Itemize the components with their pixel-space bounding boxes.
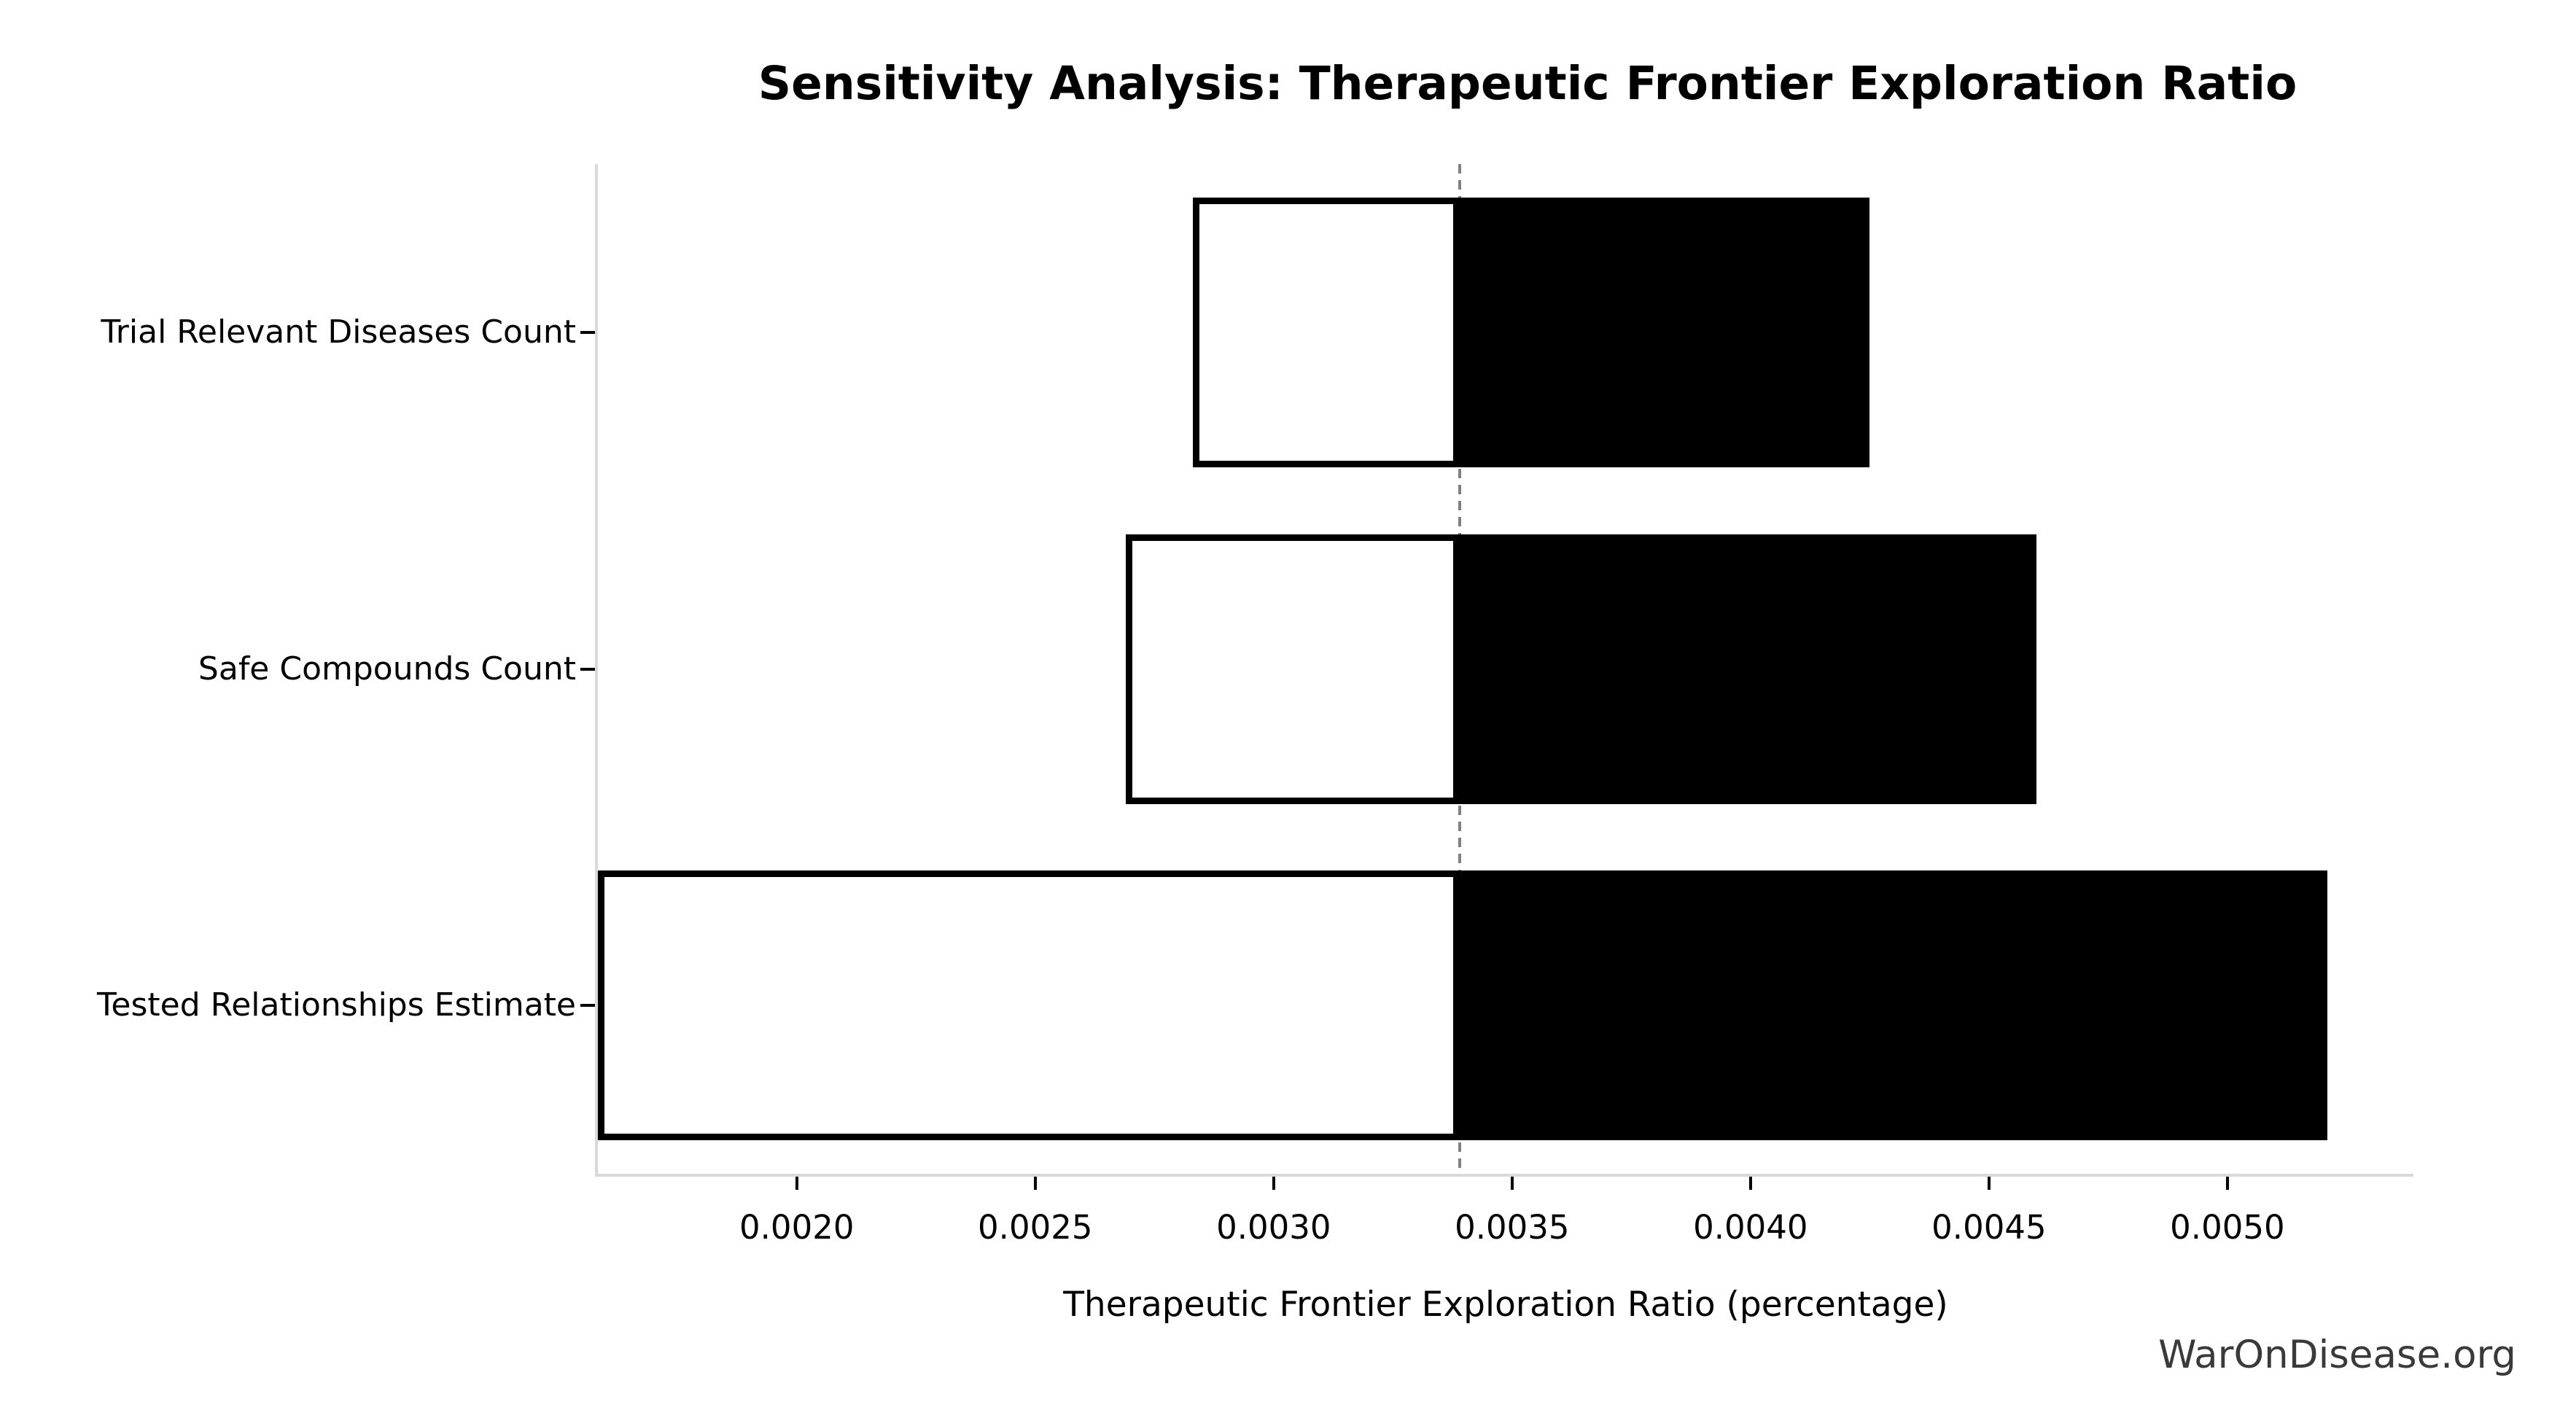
y-category-label: Trial Relevant Diseases Count (101, 313, 576, 351)
x-tick-mark (1987, 1177, 1991, 1190)
plot-area: 0.0020 0.0025 0.0030 0.0035 0.0040 0.0045 0.00… (580, 164, 2413, 1247)
x-tick-label: 0.0020 (739, 1208, 855, 1247)
bar-high-segment (1459, 534, 2037, 804)
x-tick-mark (1272, 1177, 1275, 1190)
x-tick-label: 0.0050 (2170, 1208, 2285, 1247)
x-tick-mark (795, 1177, 798, 1190)
chart-title: Sensitivity Analysis: Therapeutic Fronti… (758, 57, 2297, 110)
x-tick-label: 0.0045 (1931, 1208, 2047, 1247)
bar-low-segment (1126, 534, 1460, 804)
bar-low-segment (598, 870, 1460, 1141)
y-tick-mark (580, 330, 595, 334)
y-tick-mark (580, 1004, 595, 1008)
x-tick-mark (1510, 1177, 1514, 1190)
x-tick-mark (2225, 1177, 2229, 1190)
bar-low-segment (1192, 197, 1460, 467)
bar-high-segment (1459, 197, 1870, 467)
y-tick-mark (580, 667, 595, 671)
x-tick-mark (1748, 1177, 1752, 1190)
y-category-label: Safe Compounds Count (198, 650, 576, 687)
x-tick-mark (1033, 1177, 1037, 1190)
x-axis-spine (595, 1174, 2413, 1177)
y-category-label: Tested Relationships Estimate (97, 986, 576, 1024)
x-tick-label: 0.0030 (1216, 1208, 1331, 1247)
watermark: WarOnDisease.org (2158, 1333, 2516, 1377)
x-axis-label: Therapeutic Frontier Exploration Ratio (… (1063, 1285, 1948, 1325)
x-tick-label: 0.0040 (1693, 1208, 1808, 1247)
x-tick-label: 0.0035 (1455, 1208, 1570, 1247)
bar-high-segment (1459, 870, 2328, 1141)
x-tick-label: 0.0025 (978, 1208, 1093, 1247)
y-axis-spine (595, 164, 598, 1177)
